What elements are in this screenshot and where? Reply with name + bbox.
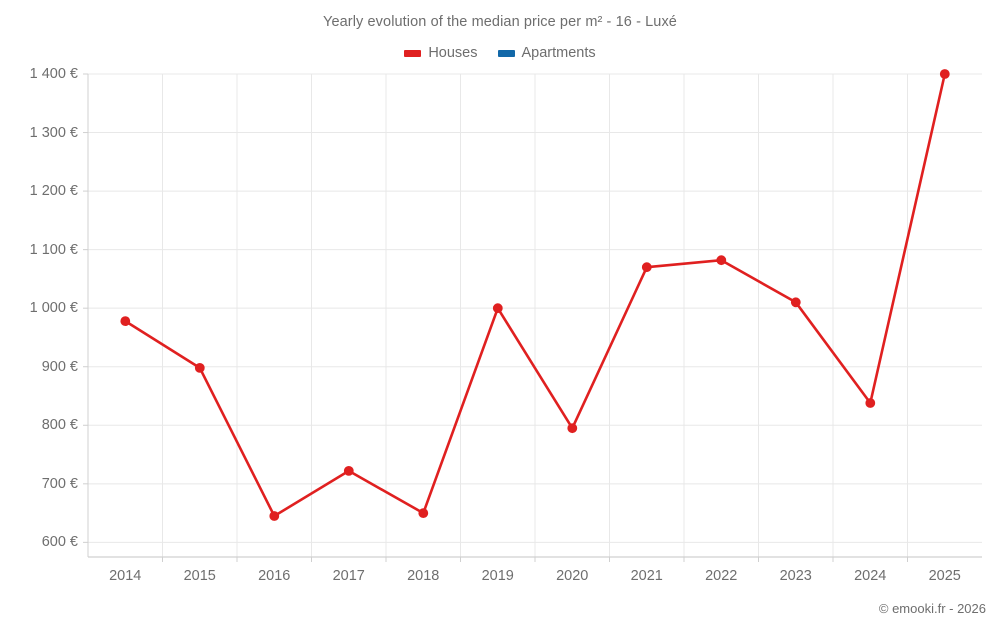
data-point-houses[interactable] (492, 303, 503, 314)
data-point-houses[interactable] (641, 262, 652, 273)
credit-text: © emooki.fr - 2026 (878, 601, 986, 616)
data-point-houses[interactable] (939, 69, 950, 79)
data-point-houses[interactable] (343, 466, 354, 476)
chart-title: Yearly evolution of the median price per… (323, 14, 677, 30)
data-point-houses[interactable] (567, 423, 578, 434)
legend-item-apartments[interactable]: Apartments (497, 45, 596, 61)
data-point-houses[interactable] (418, 508, 429, 518)
legend-swatch-apartments-icon (497, 49, 515, 57)
data-point-houses[interactable] (790, 297, 801, 308)
chart-legend: Houses Apartments (0, 45, 1000, 61)
legend-item-houses[interactable]: Houses (404, 45, 478, 61)
legend-swatch-houses-icon (404, 49, 422, 57)
legend-label-houses: Houses (428, 45, 478, 61)
legend-label-apartments: Apartments (521, 45, 596, 61)
data-point-houses[interactable] (269, 511, 280, 521)
series-line-houses (124, 72, 947, 518)
data-point-houses[interactable] (120, 316, 131, 327)
data-point-houses[interactable] (865, 398, 876, 408)
data-point-houses[interactable] (716, 255, 727, 266)
data-point-houses[interactable] (194, 363, 205, 373)
